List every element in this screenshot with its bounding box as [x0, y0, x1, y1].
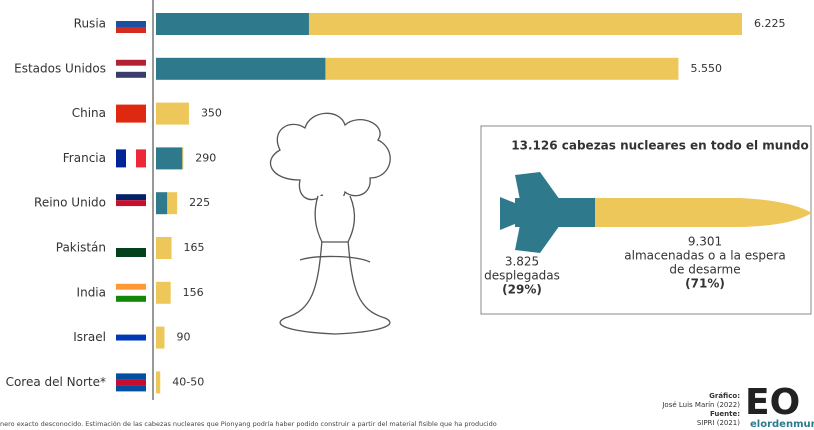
flag-part [116, 71, 146, 78]
stored-value: 9.301 [688, 235, 722, 249]
credit: Gráfico: [709, 392, 740, 400]
category-label: China [72, 106, 106, 120]
logo-mark: EO [745, 382, 800, 423]
flags [116, 15, 146, 392]
flag-part [116, 379, 146, 386]
flag-part [116, 239, 146, 248]
flag-part [116, 373, 146, 380]
bar-segment [167, 192, 178, 215]
category-label: Reino Unido [34, 196, 106, 210]
bar-segment [156, 57, 326, 80]
total-label: 90 [176, 331, 190, 344]
flag-part [116, 334, 146, 341]
category-label: Pakistán [56, 241, 106, 255]
total-label: 290 [195, 151, 216, 164]
footnote: nero exacto desconocido. Estimación de l… [0, 420, 497, 428]
category-label: Francia [63, 151, 106, 165]
flag-part [116, 200, 146, 207]
flag-part [116, 328, 146, 335]
flag-part [116, 104, 146, 123]
total-label: 350 [201, 107, 222, 120]
flag-part [116, 59, 146, 66]
flag-part [116, 15, 146, 21]
flag-part [116, 248, 146, 257]
category-label: Israel [73, 330, 106, 344]
bar-segment [156, 281, 171, 304]
bar-segment [156, 237, 172, 259]
stored-pct: (71%) [685, 277, 725, 291]
total-label: 6.225 [754, 17, 786, 30]
flag-part [126, 149, 136, 168]
total-label: 225 [189, 196, 210, 209]
flag-part [116, 65, 146, 72]
flag-part [116, 289, 146, 296]
deployed-label: desplegadas [484, 269, 560, 283]
rocket [500, 172, 812, 253]
flag-part [116, 21, 146, 27]
total-label: 40-50 [172, 375, 204, 388]
flag-part [116, 206, 146, 213]
credit: José Luis Marín (2022) [661, 401, 740, 409]
category-label: India [77, 285, 106, 299]
flag-part [116, 340, 146, 347]
bar-segment [156, 371, 161, 394]
info-title: 13.126 cabezas nucleares en todo el mund… [511, 139, 808, 153]
flag-part [116, 283, 146, 290]
deployed-value: 3.825 [505, 255, 539, 269]
flag-part [136, 149, 146, 168]
flag-part [116, 27, 146, 33]
flag-part [116, 295, 146, 302]
stored-label: de desarme [669, 263, 740, 277]
bar-segment [325, 57, 679, 80]
flag-part [116, 149, 126, 168]
bar-segment [308, 13, 742, 35]
mushroom-cloud [269, 112, 391, 335]
bar-segment [156, 147, 183, 170]
credit: Fuente: [710, 410, 740, 418]
bar-segment [182, 147, 184, 170]
total-label: 156 [183, 286, 204, 299]
logo-text: elordenmund [750, 419, 814, 430]
bar-segment [156, 192, 168, 215]
flag-part [116, 385, 146, 392]
deployed-pct: (29%) [502, 283, 542, 297]
stored-label: almacenadas o a la espera [624, 249, 785, 263]
bar-segment [156, 102, 189, 125]
total-label: 5.550 [690, 62, 722, 75]
category-label: Estados Unidos [14, 61, 106, 75]
category-label: Rusia [74, 17, 106, 31]
total-label: 165 [184, 241, 205, 254]
flag-part [116, 194, 146, 201]
bar-segment [156, 326, 165, 349]
category-label: Corea del Norte* [6, 375, 106, 389]
bar-segment [156, 13, 309, 35]
credit: SIPRI (2021) [697, 419, 740, 427]
